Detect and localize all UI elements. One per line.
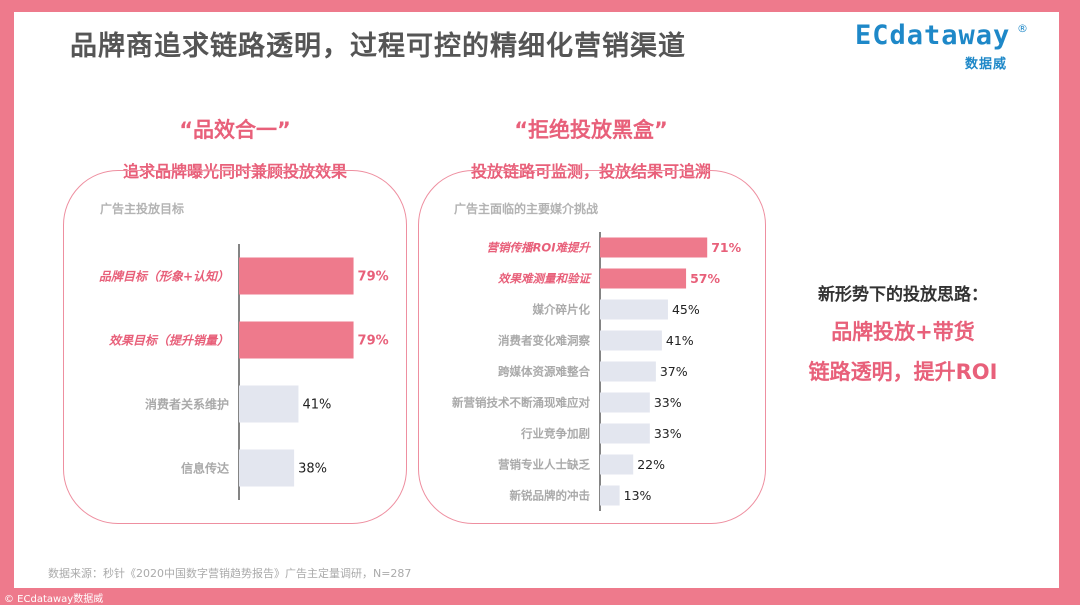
left-chart-title: 广告主投放目标: [100, 202, 185, 216]
right-bar-4: [600, 361, 656, 382]
right-bar-3: [600, 330, 662, 351]
left-bar-0: [239, 257, 354, 295]
slide: [14, 12, 1059, 588]
left-value-label-0: 79%: [358, 270, 389, 285]
right-panel-quote: “拒绝投放黑盒”: [514, 118, 668, 142]
right-category-label-8: 新锐品牌的冲击: [510, 489, 591, 503]
right-value-label-3: 41%: [666, 333, 694, 348]
right-bar-5: [600, 392, 650, 413]
left-bar-3: [239, 449, 295, 487]
left-value-label-3: 38%: [298, 462, 327, 477]
right-value-label-7: 22%: [637, 457, 665, 472]
right-category-label-3: 消费者变化难洞察: [498, 334, 590, 348]
left-category-label-0: 品牌目标（形象+认知）: [99, 269, 229, 283]
right-category-label-2: 媒介碎片化: [532, 303, 591, 317]
side-line-2: 链路透明，提升ROI: [808, 360, 998, 384]
right-category-label-1: 效果难测量和验证: [498, 272, 592, 286]
right-value-label-0: 71%: [711, 240, 741, 255]
left-panel-subtitle: 追求品牌曝光同时兼顾投放效果: [122, 162, 347, 181]
right-value-label-8: 13%: [624, 488, 652, 503]
page-title: 品牌商追求链路透明，过程可控的精细化营销渠道: [70, 31, 686, 62]
right-bar-8: [600, 485, 620, 506]
right-value-label-4: 37%: [660, 364, 688, 379]
right-category-label-0: 营销传播ROI难提升: [487, 241, 592, 255]
right-category-label-5: 新营销技术不断涌现难应对: [452, 396, 590, 410]
left-panel-quote: “品效合一”: [179, 118, 291, 142]
left-bar-2: [239, 385, 299, 423]
right-bar-2: [600, 299, 668, 320]
logo-chinese: 数据威: [965, 57, 1008, 72]
right-bar-6: [600, 423, 650, 444]
left-category-label-3: 信息传达: [181, 460, 229, 475]
right-value-label-5: 33%: [654, 395, 682, 410]
copyright: © ECdataway数据威: [4, 594, 104, 605]
left-panel-frame: [63, 170, 407, 524]
right-bar-0: [600, 237, 708, 258]
right-panel-subtitle: 投放链路可监测，投放结果可追溯: [470, 162, 711, 181]
right-value-label-6: 33%: [654, 426, 682, 441]
right-category-label-7: 营销专业人士缺乏: [498, 458, 590, 472]
logo-text: ECdataway: [855, 20, 1011, 51]
right-value-label-1: 57%: [690, 271, 720, 286]
right-chart-title: 广告主面临的主要媒介挑战: [454, 202, 599, 216]
left-category-label-1: 效果目标（提升销量）: [109, 333, 229, 347]
left-value-label-1: 79%: [358, 334, 389, 349]
right-bar-1: [600, 268, 687, 289]
right-category-label-6: 行业竞争加剧: [520, 427, 590, 441]
left-value-label-2: 41%: [302, 398, 331, 413]
side-line-1: 品牌投放+带货: [831, 320, 975, 344]
brand-logo: ECdataway ® 数据威: [855, 20, 1035, 72]
right-value-label-2: 45%: [672, 302, 700, 317]
left-bar-1: [239, 321, 354, 359]
right-bar-7: [600, 454, 634, 475]
left-category-label-2: 消费者关系维护: [145, 396, 229, 411]
right-panel-frame: [418, 170, 766, 524]
data-source-note: 数据来源：秒针《2020中国数字营销趋势报告》广告主定量调研，N=287: [48, 567, 412, 580]
right-category-label-4: 跨媒体资源难整合: [498, 365, 590, 379]
registered-mark: ®: [1017, 22, 1028, 35]
side-heading: 新形势下的投放思路：: [818, 285, 988, 305]
